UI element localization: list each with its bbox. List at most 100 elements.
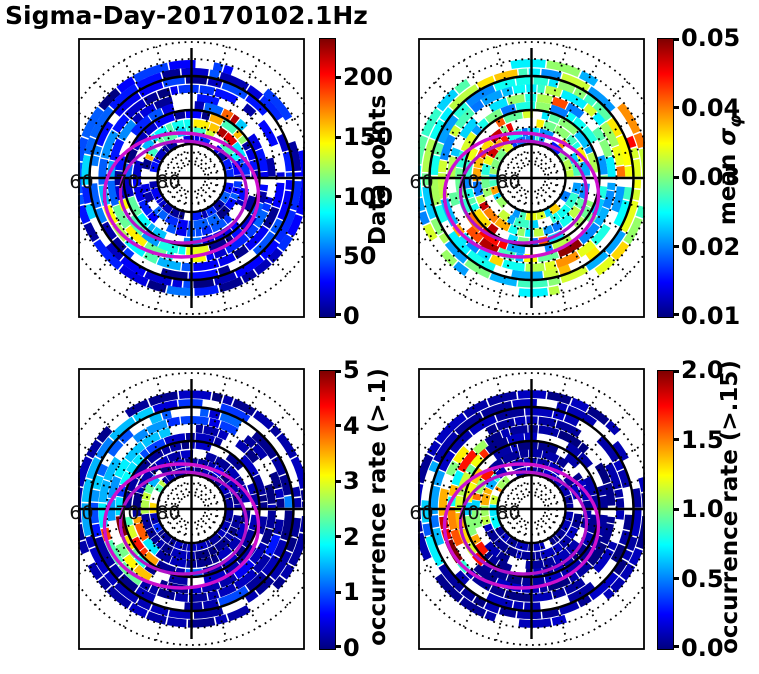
data-bin: [165, 123, 174, 133]
data-bin: [537, 441, 559, 455]
data-bin: [201, 209, 209, 219]
data-bin: [495, 559, 513, 573]
data-bin: [574, 129, 591, 149]
data-bin: [180, 450, 194, 460]
data-bin: [466, 226, 484, 244]
data-bin: [611, 145, 625, 166]
data-bin: [258, 95, 284, 122]
data-bin: [263, 88, 293, 121]
data-bin: [260, 527, 274, 545]
colorbar-tick-label: 0.5: [681, 564, 724, 593]
data-bin: [517, 278, 548, 288]
colorbar-tick-label: 0.01: [681, 302, 741, 330]
data-bin: [109, 563, 124, 579]
data-bin: [219, 403, 251, 424]
colorbar-tick-label: 0.02: [681, 232, 741, 261]
data-bin: [506, 573, 523, 585]
data-bin: [209, 112, 225, 126]
data-bin: [271, 456, 287, 476]
data-bin: [536, 119, 545, 129]
data-bin: [151, 226, 168, 241]
data-bin: [208, 417, 221, 429]
data-bin: [464, 481, 478, 503]
data-bin: [148, 391, 179, 407]
data-bin: [615, 510, 625, 520]
data-bin: [616, 134, 633, 166]
data-bin: [277, 234, 293, 252]
data-bin: [563, 511, 574, 522]
data-bin: [455, 495, 465, 513]
data-bin: [152, 400, 178, 414]
data-bin: [490, 515, 502, 530]
data-bin: [81, 154, 92, 186]
data-bin: [252, 553, 271, 574]
data-bin: [185, 109, 202, 119]
data-bin: [572, 116, 587, 131]
colorbar-tick-label: 2.0: [681, 356, 724, 384]
data-bin: [216, 205, 231, 220]
data-bin: [185, 75, 208, 85]
data-bin: [453, 445, 470, 464]
data-bin: [105, 242, 125, 261]
data-bin: [121, 535, 136, 552]
data-bin: [484, 541, 501, 558]
data-bin: [466, 197, 477, 206]
data-bin: [602, 190, 615, 209]
data-bin: [273, 539, 288, 558]
data-bin: [619, 563, 636, 581]
data-bin: [519, 449, 529, 459]
data-bin: [247, 482, 258, 495]
data-bin: [155, 549, 173, 564]
data-bin: [95, 437, 115, 460]
data-bin: [195, 227, 202, 237]
colorbar-label-occurrence-rate-gt-0.15: occurrence rate (>.15): [717, 360, 743, 654]
figure-title: Sigma-Day-20170102.1Hz: [5, 1, 368, 30]
lat-circle-dotted: [78, 41, 305, 315]
data-bin: [434, 204, 448, 224]
data-bin: [144, 240, 168, 258]
data-bin: [488, 554, 500, 566]
data-bin: [134, 586, 156, 603]
data-bin: [269, 550, 292, 581]
data-bin: [430, 176, 442, 206]
data-bin: [152, 157, 162, 164]
data-bin: [195, 433, 216, 445]
data-bin: [610, 577, 626, 593]
data-bin: [144, 153, 154, 162]
data-bin: [565, 134, 578, 147]
data-bin: [551, 96, 569, 110]
data-bin: [552, 542, 564, 554]
data-bin: [587, 86, 616, 113]
data-bin: [213, 437, 223, 448]
data-bin: [490, 566, 509, 581]
data-bin: [218, 583, 237, 598]
data-bin: [438, 563, 465, 593]
data-bin: [282, 151, 294, 172]
data-bin: [635, 205, 645, 219]
lat-circle-dotted: [78, 372, 305, 646]
data-bin: [160, 267, 188, 281]
data-bin: [146, 448, 164, 464]
data-bin: [495, 418, 516, 431]
radial-label-70: 70: [115, 502, 140, 524]
data-bin: [123, 554, 139, 570]
data-bin: [176, 218, 189, 229]
data-bin: [473, 156, 485, 169]
data-bin: [209, 69, 221, 80]
data-bin: [169, 441, 182, 453]
data-bin: [480, 89, 503, 106]
data-bin: [421, 107, 442, 137]
data-bin: [430, 515, 440, 529]
data-bin: [583, 103, 598, 117]
data-bin: [146, 611, 167, 625]
colorbar-tick-label: 1: [343, 578, 360, 607]
data-bin: [195, 424, 204, 434]
data-bin: [517, 227, 526, 237]
data-bin: [288, 180, 302, 211]
data-bin: [133, 516, 143, 524]
data-bin: [280, 563, 295, 580]
data-bin: [166, 617, 187, 628]
data-bin: [243, 435, 257, 449]
data-bin: [98, 479, 111, 503]
data-bin: [219, 190, 231, 204]
